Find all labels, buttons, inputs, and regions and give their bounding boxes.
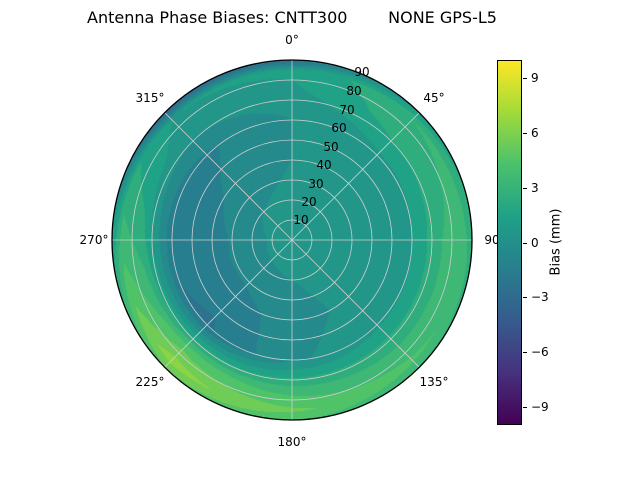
colorbar-gradient: [497, 60, 522, 425]
radial-tick-30: 30: [308, 177, 324, 191]
angular-tick-315: 315°: [135, 91, 165, 105]
angular-tick-135: 135°: [419, 375, 449, 389]
angular-tick-0: 0°: [285, 33, 299, 47]
radial-tick-60: 60: [331, 121, 347, 135]
colorbar-tick-n3: −3: [531, 290, 549, 304]
radial-tick-50: 50: [323, 140, 339, 154]
radial-tick-80: 80: [346, 84, 362, 98]
colorbar-tickmark: [523, 297, 527, 298]
angular-tick-90: 90: [484, 233, 500, 247]
colorbar-tickmark: [523, 188, 527, 189]
radial-tick-10: 10: [293, 213, 309, 227]
colorbar-label: Bias (mm): [548, 208, 564, 276]
chart-title: Antenna Phase Biases: CNTT300 NONE GPS-L…: [87, 8, 497, 27]
colorbar-tickmark: [523, 243, 527, 244]
radial-tick-40: 40: [316, 158, 332, 172]
angular-tick-225: 225°: [135, 375, 165, 389]
colorbar-tick-6: 6: [531, 126, 539, 140]
angular-tick-45: 45°: [423, 91, 445, 105]
colorbar-tick-9: 9: [531, 71, 539, 85]
angular-tick-180: 180°: [277, 435, 307, 449]
colorbar-tick-3: 3: [531, 181, 539, 195]
colorbar-tickmark: [523, 352, 527, 353]
radial-tick-70: 70: [339, 103, 355, 117]
angular-tick-270: 270°: [79, 233, 109, 247]
colorbar-tickmark: [523, 133, 527, 134]
colorbar-tick-n6: −6: [531, 345, 549, 359]
radial-tick-90: 90: [354, 65, 370, 79]
colorbar-tick-0: 0: [531, 236, 539, 250]
radial-tick-20: 20: [301, 195, 317, 209]
colorbar-tick-n9: −9: [531, 400, 549, 414]
colorbar-tickmark: [523, 78, 527, 79]
colorbar-tickmark: [523, 407, 527, 408]
